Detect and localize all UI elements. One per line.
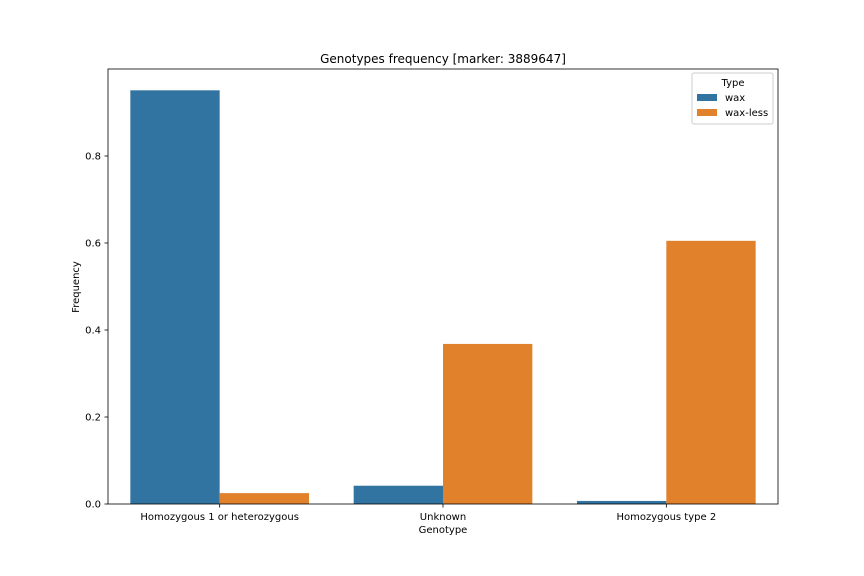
bar-wax-0 bbox=[130, 90, 220, 504]
plot-frame bbox=[107, 68, 779, 505]
x-tick-label: Homozygous 1 or heterozygous bbox=[140, 512, 299, 523]
legend: Type wax wax-less bbox=[691, 72, 774, 125]
y-tick-label: 0.0 bbox=[85, 500, 101, 511]
bar-wax-less-2 bbox=[666, 240, 756, 504]
y-axis-ticks: 0.0 0.2 0.4 0.6 0.8 bbox=[85, 152, 108, 511]
bar-wax-1 bbox=[353, 485, 443, 504]
legend-label-wax-less: wax-less bbox=[725, 108, 768, 119]
y-tick-label: 0.4 bbox=[85, 326, 101, 337]
legend-label-wax: wax bbox=[725, 93, 745, 104]
x-axis-ticks: Homozygous 1 or heterozygous Unknown Homoz… bbox=[140, 504, 716, 523]
x-tick-label: Homozygous type 2 bbox=[616, 512, 716, 523]
bar-wax-less-0 bbox=[219, 493, 309, 505]
y-tick-label: 0.6 bbox=[85, 239, 101, 250]
legend-swatch-wax-less bbox=[697, 109, 717, 116]
x-tick-label: Unknown bbox=[420, 512, 466, 523]
x-axis-label: Genotype bbox=[419, 525, 468, 536]
bars-group bbox=[130, 90, 756, 505]
y-tick-label: 0.2 bbox=[85, 413, 101, 424]
y-axis-label: Frequency bbox=[71, 261, 82, 313]
bar-wax-2 bbox=[577, 500, 667, 504]
legend-swatch-wax bbox=[697, 94, 717, 101]
bar-wax-less-1 bbox=[443, 343, 533, 504]
y-tick-label: 0.8 bbox=[85, 152, 101, 163]
legend-title: Type bbox=[721, 78, 745, 89]
chart-title: Genotypes frequency [marker: 3889647] bbox=[320, 52, 566, 66]
